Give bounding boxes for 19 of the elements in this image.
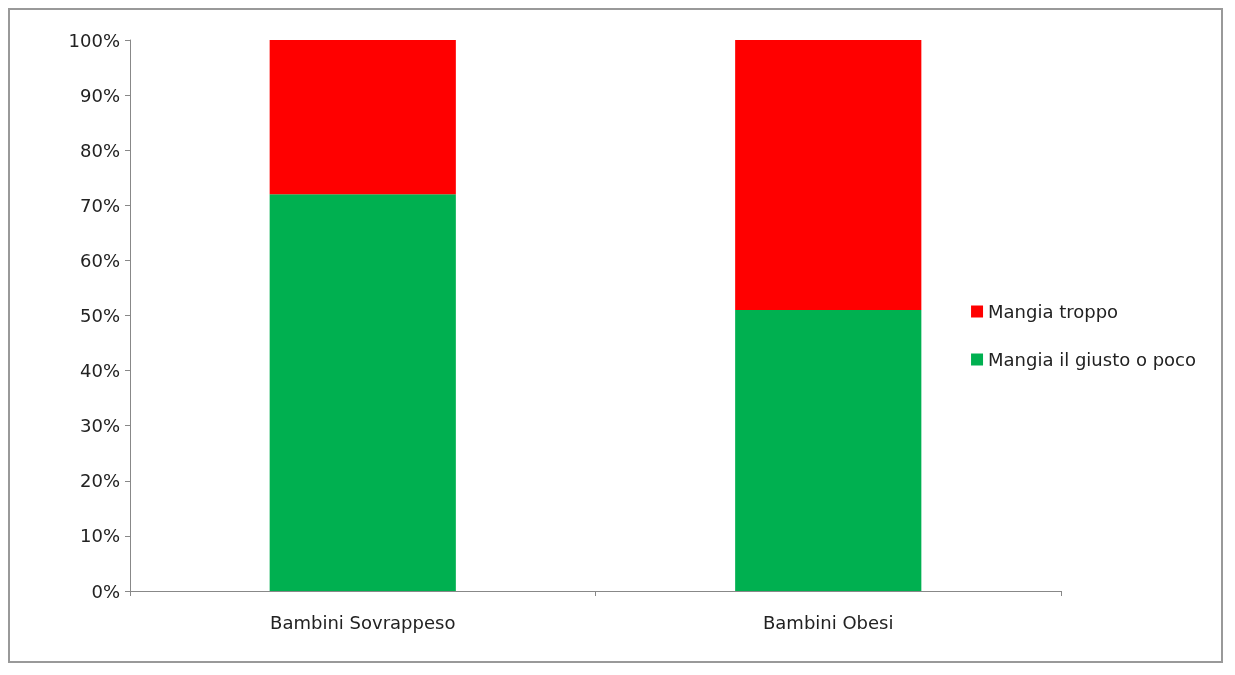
y-tick-label: 0% [91,580,120,602]
y-tick-label: 80% [79,139,120,161]
bar [269,40,456,195]
legend-label: Mangia troppo [988,301,1119,322]
x-tick-label: Bambini Sovrappeso [270,611,456,633]
bar [735,309,922,591]
legend-label: Mangia il giusto o poco [988,349,1197,370]
y-tick-label: 70% [79,194,120,216]
y-tick-label: 30% [79,415,120,437]
y-tick-label: 90% [79,84,120,106]
bar [735,40,922,310]
y-tick-label: 100% [68,29,120,51]
x-tick-label: Bambini Obesi [762,611,894,633]
y-tick-label: 10% [79,525,120,547]
y-tick-label: 60% [79,249,120,271]
bar [269,194,456,591]
y-tick-label: 20% [79,470,120,492]
y-tick-label: 50% [79,305,120,326]
y-tick-label: 40% [79,360,120,382]
